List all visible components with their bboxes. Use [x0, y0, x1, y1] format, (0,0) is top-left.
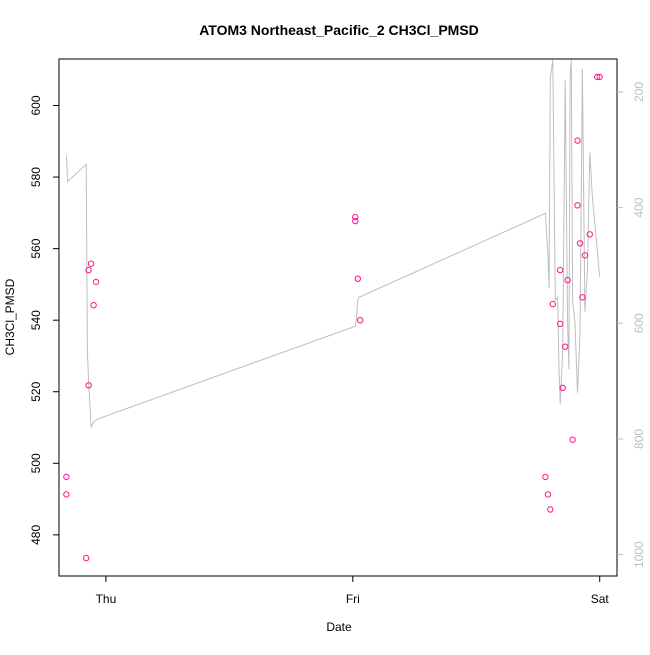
- secondary-line-series: [65, 60, 601, 428]
- data-point: [92, 278, 100, 286]
- data-point: [85, 382, 92, 389]
- data-point: [547, 506, 554, 513]
- y-tick-label: 600: [29, 95, 43, 115]
- y2-tick-label: 800: [632, 429, 646, 449]
- data-point: [559, 384, 566, 391]
- data-point: [557, 320, 564, 327]
- plot-frame: [58, 58, 618, 577]
- data-point: [596, 73, 603, 81]
- y-axis-left: 480 500 520 540 560 580 600: [29, 95, 59, 545]
- point-series: [63, 73, 603, 562]
- y-tick-label: 560: [29, 238, 43, 258]
- data-point: [352, 217, 359, 225]
- data-point: [569, 436, 576, 443]
- y-tick-label: 580: [29, 167, 43, 187]
- y-tick-label: 520: [29, 381, 43, 401]
- y2-tick-label: 600: [632, 313, 646, 333]
- data-point: [581, 252, 589, 259]
- data-point: [586, 231, 593, 238]
- x-axis-label: Date: [326, 620, 352, 634]
- data-point: [90, 302, 97, 309]
- data-point: [549, 300, 556, 308]
- data-point: [594, 73, 601, 81]
- data-point: [85, 266, 92, 274]
- data-point: [574, 137, 581, 144]
- data-point: [63, 491, 70, 498]
- y2-tick-label: 400: [632, 197, 646, 217]
- data-point: [544, 491, 552, 498]
- series-line: [65, 60, 601, 428]
- x-tick-label: Sat: [591, 592, 610, 606]
- y-tick-label: 480: [29, 525, 43, 545]
- y2-tick-label: 200: [632, 82, 646, 102]
- data-point: [557, 266, 564, 274]
- chart-title: ATOM3 Northeast_Pacific_2 CH3Cl_PMSD: [199, 22, 479, 38]
- data-point: [574, 202, 581, 209]
- x-tick-label: Thu: [96, 592, 117, 606]
- data-point: [357, 317, 364, 324]
- y2-tick-label: 1000: [632, 541, 646, 568]
- data-point: [564, 276, 571, 284]
- y-axis-label: CH3Cl_PMSD: [3, 278, 17, 355]
- data-point: [83, 554, 90, 562]
- data-point: [542, 473, 549, 481]
- data-point: [562, 343, 569, 350]
- y-tick-label: 500: [29, 453, 43, 473]
- data-point: [352, 213, 359, 221]
- y-axis-right: 200 400 600 800 1000: [617, 82, 646, 568]
- x-axis: Thu Fri Sat: [96, 576, 610, 606]
- y-tick-label: 540: [29, 310, 43, 330]
- data-point: [579, 294, 586, 301]
- data-point: [354, 275, 361, 282]
- data-point: [87, 260, 95, 267]
- data-point: [63, 473, 70, 481]
- x-tick-label: Fri: [346, 592, 360, 606]
- data-point: [576, 240, 584, 247]
